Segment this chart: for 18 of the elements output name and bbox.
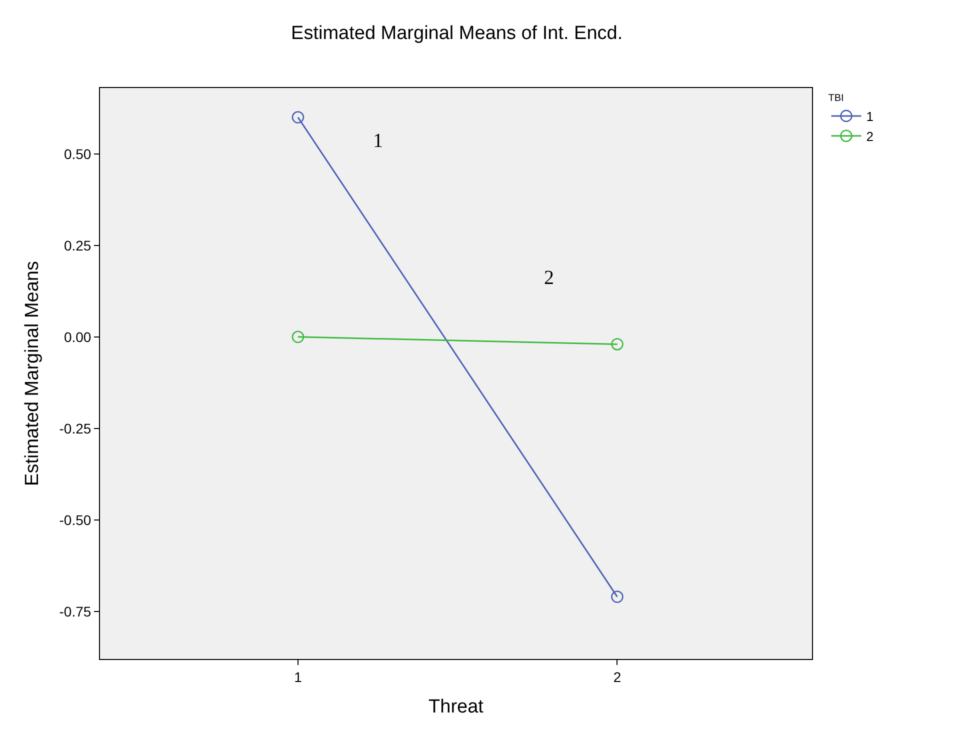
legend-title: TBI	[828, 93, 844, 104]
annotation: 2	[544, 267, 554, 289]
chart-title: Estimated Marginal Means of Int. Encd.	[291, 22, 623, 44]
point	[292, 111, 304, 124]
y-tick-label: 0.50	[64, 146, 92, 162]
y-tick-label: -0.50	[59, 512, 92, 528]
point	[292, 330, 304, 344]
x-axis-title: Threat	[428, 696, 484, 718]
point	[611, 590, 624, 603]
legend-label: 2	[866, 128, 874, 144]
legend-label: 1	[866, 109, 874, 124]
y-tick-label: -0.25	[59, 420, 92, 436]
annotation: 1	[373, 130, 383, 152]
y-tick-label: 0.25	[64, 237, 92, 254]
y-tick-label: -0.75	[59, 603, 92, 620]
y-tick-label: 0.00	[64, 328, 92, 345]
point	[611, 338, 624, 350]
y-axis-title: Estimated Marginal Means	[22, 261, 44, 486]
